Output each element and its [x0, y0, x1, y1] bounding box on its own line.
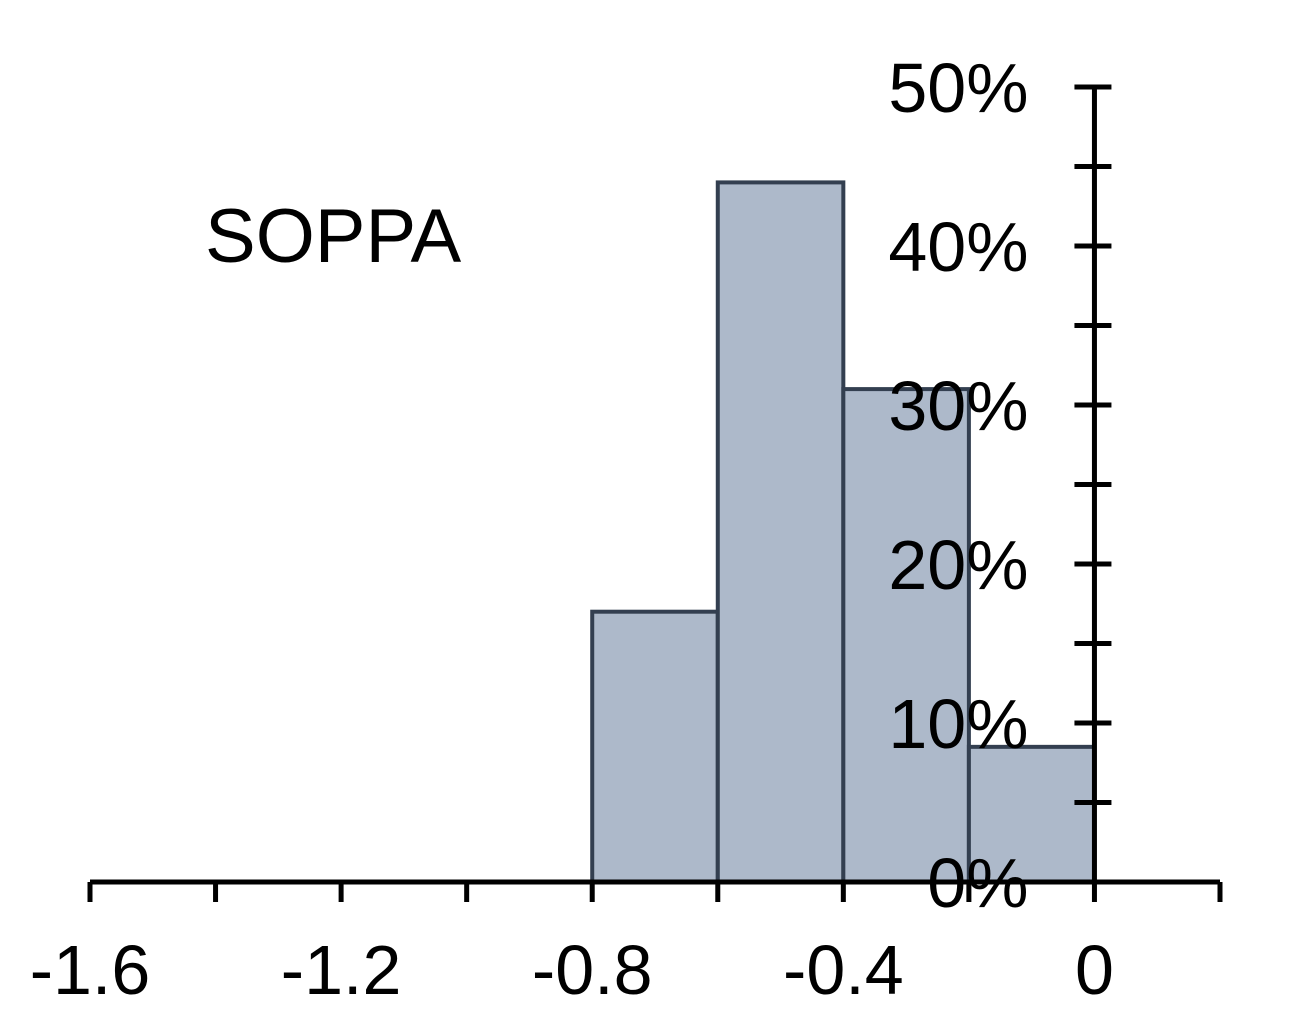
axes-group — [87, 84, 1223, 902]
x-tick-label: -0.4 — [783, 931, 904, 1009]
x-tick-label: -1.2 — [281, 931, 402, 1009]
histogram-bar — [841, 387, 971, 884]
tick-labels-group: -1.6 -1.2 -0.8 -0.4 0 0% 10% 20% 30% 40% 50% — [30, 49, 1114, 1009]
x-tick-label: -0.8 — [532, 931, 653, 1009]
y-tick-label: 20% — [888, 526, 1028, 604]
y-tick-label: 30% — [888, 367, 1028, 445]
x-tick-label: -1.6 — [30, 931, 151, 1009]
y-tick-label: 10% — [888, 685, 1028, 763]
y-tick-label: 0% — [927, 844, 1028, 922]
histogram-bar — [590, 609, 720, 884]
y-tick-label: 40% — [888, 208, 1028, 286]
y-tick-label: 50% — [888, 49, 1028, 127]
histogram-bar — [715, 180, 846, 884]
chart-title: SOPPA — [205, 194, 462, 279]
x-tick-label: 0 — [1075, 931, 1114, 1009]
bars-group — [590, 180, 1097, 884]
